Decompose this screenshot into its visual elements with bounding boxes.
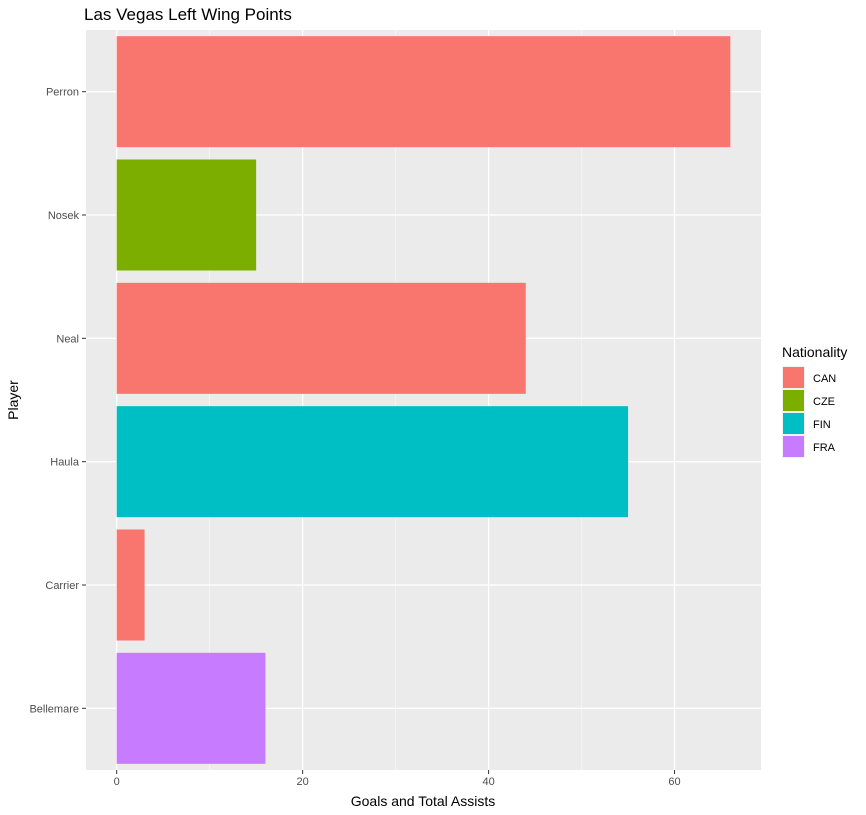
bar-carrier <box>116 529 145 641</box>
legend-key-can <box>783 367 804 388</box>
y-tick-label: Bellemare <box>29 703 79 715</box>
legend-key-fra <box>783 436 804 457</box>
bar-nosek <box>116 159 257 271</box>
x-axis-title: Goals and Total Assists <box>351 793 495 809</box>
legend-label: CAN <box>813 373 836 385</box>
x-tick-label: 0 <box>114 776 120 788</box>
bar-haula <box>116 406 629 518</box>
legend-key-cze <box>783 390 804 411</box>
y-tick-label: Neal <box>56 333 79 345</box>
legend-key-fin <box>783 413 804 434</box>
x-tick-label: 20 <box>297 776 309 788</box>
bar-neal <box>116 282 526 394</box>
y-tick-label: Carrier <box>45 580 79 592</box>
bar-perron <box>116 36 731 148</box>
y-axis: Perron Nosek Neal Haula Carrier Bellemare <box>29 87 86 715</box>
plot-panel <box>86 30 761 770</box>
legend-label: FRA <box>813 442 836 454</box>
x-axis: 0 20 40 60 <box>114 770 681 788</box>
y-tick-label: Haula <box>50 457 80 469</box>
x-tick-label: 60 <box>668 776 680 788</box>
chart-title: Las Vegas Left Wing Points <box>84 5 292 24</box>
y-tick-label: Nosek <box>48 210 80 222</box>
y-tick-label: Perron <box>46 87 79 99</box>
y-axis-title: Player <box>5 380 21 420</box>
legend-label: FIN <box>813 419 831 431</box>
x-tick-label: 40 <box>482 776 494 788</box>
bars <box>116 36 731 764</box>
legend-title: Nationality <box>782 344 847 360</box>
legend-label: CZE <box>813 396 835 408</box>
bar-bellemare <box>116 652 266 764</box>
legend: Nationality CAN CZE FIN FRA <box>782 344 847 458</box>
